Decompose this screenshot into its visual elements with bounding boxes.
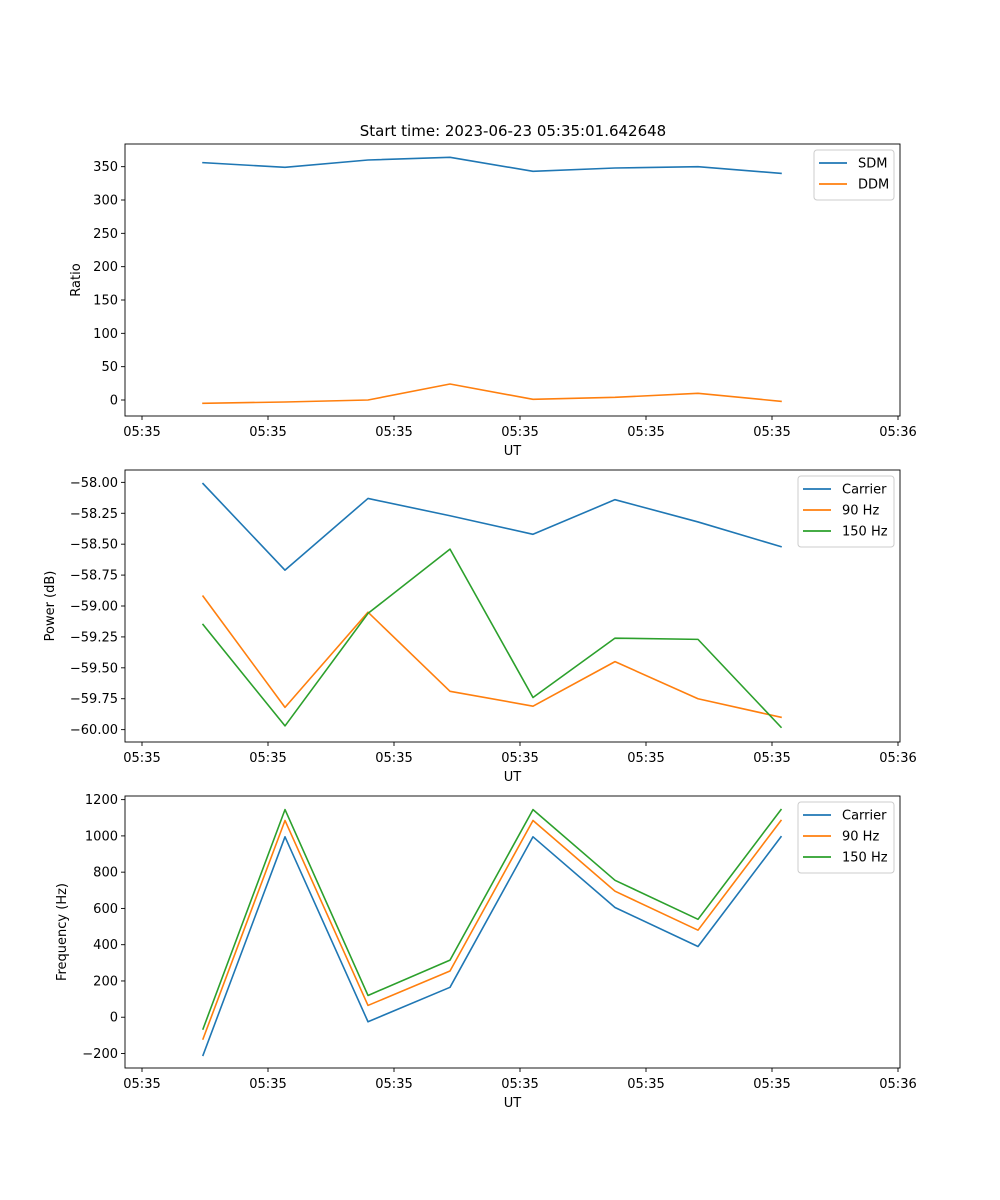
y-tick-label: −59.50 bbox=[70, 661, 118, 676]
y-tick-label: −200 bbox=[82, 1047, 118, 1062]
y-tick-label: 100 bbox=[93, 327, 118, 342]
y-tick-label: 600 bbox=[93, 902, 118, 917]
y-axis-label: Ratio bbox=[69, 263, 84, 296]
x-tick-label: 05:36 bbox=[879, 425, 916, 440]
x-axis-label: UT bbox=[504, 444, 522, 459]
legend-label: 150 Hz bbox=[842, 851, 888, 866]
y-tick-label: −58.25 bbox=[70, 507, 118, 522]
panel-2: 05:35 05:35 05:35 05:35 05:35 05:35 05:36 −60.0… bbox=[43, 469, 917, 785]
y-tick-label: −59.25 bbox=[70, 630, 118, 645]
y-tick-label: −58.50 bbox=[70, 538, 118, 553]
x-tick-label: 05:35 bbox=[753, 751, 790, 766]
figure-title: Start time: 2023-06-23 05:35:01.642648 bbox=[360, 122, 666, 140]
y-tick-label: 1200 bbox=[85, 793, 118, 808]
x-tick-label: 05:35 bbox=[627, 425, 664, 440]
x-tick-label: 05:35 bbox=[501, 751, 538, 766]
series-line-sdm bbox=[202, 156, 782, 175]
x-tick-label: 05:35 bbox=[501, 425, 538, 440]
x-tick-label: 05:35 bbox=[123, 1077, 160, 1092]
series-line-ddm bbox=[202, 383, 782, 405]
y-tick-label: 200 bbox=[93, 974, 118, 989]
x-tick-label: 05:35 bbox=[375, 1077, 412, 1092]
y-tick-label: 350 bbox=[93, 160, 118, 175]
y-tick-label: 50 bbox=[101, 360, 118, 375]
legend-label: Carrier bbox=[842, 809, 887, 824]
x-tick-label: 05:35 bbox=[501, 1077, 538, 1092]
legend: Carrier 90 Hz 150 Hz bbox=[797, 475, 895, 548]
legend-label: 150 Hz bbox=[842, 525, 888, 540]
legend: SDM DDM bbox=[813, 149, 895, 201]
plot-frame bbox=[124, 143, 901, 417]
y-tick-label: −58.00 bbox=[70, 476, 118, 491]
x-tick-label: 05:35 bbox=[249, 1077, 286, 1092]
legend-label: DDM bbox=[858, 178, 889, 193]
x-tick-label: 05:35 bbox=[375, 751, 412, 766]
panel-3: 05:35 05:35 05:35 05:35 05:35 05:35 05:36 −200 0… bbox=[55, 793, 917, 1111]
x-tick-label: 05:35 bbox=[123, 751, 160, 766]
x-tick-label: 05:36 bbox=[879, 1077, 916, 1092]
x-axis-label: UT bbox=[504, 1096, 522, 1111]
legend: Carrier 90 Hz 150 Hz bbox=[797, 801, 895, 874]
legend-label: 90 Hz bbox=[842, 830, 879, 845]
y-tick-label: 200 bbox=[93, 260, 118, 275]
series-line-90-hz bbox=[201, 819, 783, 1041]
x-tick-label: 05:35 bbox=[123, 425, 160, 440]
y-tick-label: 0 bbox=[110, 394, 118, 409]
x-tick-label: 05:35 bbox=[375, 425, 412, 440]
legend-box bbox=[797, 475, 895, 548]
x-tick-label: 05:35 bbox=[753, 425, 790, 440]
legend-label: SDM bbox=[858, 157, 887, 172]
x-tick-label: 05:36 bbox=[879, 751, 916, 766]
y-tick-label: 1000 bbox=[85, 829, 118, 844]
x-tick-label: 05:35 bbox=[753, 1077, 790, 1092]
legend-label: Carrier bbox=[842, 483, 887, 498]
y-tick-label: −59.75 bbox=[70, 692, 118, 707]
series-line-150-hz bbox=[201, 808, 783, 1031]
y-axis-label: Frequency (Hz) bbox=[55, 883, 70, 981]
panel-1: 05:35 05:35 05:35 05:35 05:35 05:35 05:36 0 50 10… bbox=[69, 143, 917, 459]
y-axis-label: Power (dB) bbox=[43, 571, 58, 642]
y-tick-label: −59.00 bbox=[70, 600, 118, 615]
y-tick-label: 300 bbox=[93, 194, 118, 209]
y-tick-label: 0 bbox=[110, 1011, 118, 1026]
x-tick-label: 05:35 bbox=[627, 1077, 664, 1092]
y-tick-label: −60.00 bbox=[70, 723, 118, 738]
legend-box bbox=[797, 801, 895, 874]
y-tick-label: −58.75 bbox=[70, 569, 118, 584]
plot-frame bbox=[124, 795, 901, 1069]
series-line-150-hz bbox=[201, 548, 783, 729]
series-line-90-hz bbox=[201, 594, 782, 719]
y-tick-label: 800 bbox=[93, 866, 118, 881]
x-tick-label: 05:35 bbox=[249, 751, 286, 766]
x-tick-label: 05:35 bbox=[627, 751, 664, 766]
x-tick-label: 05:35 bbox=[249, 425, 286, 440]
series-line-carrier bbox=[201, 835, 783, 1057]
y-tick-label: 250 bbox=[93, 227, 118, 242]
series-line-carrier bbox=[201, 482, 782, 571]
y-tick-label: 400 bbox=[93, 938, 118, 953]
y-tick-label: 150 bbox=[93, 294, 118, 309]
x-axis-label: UT bbox=[504, 770, 522, 785]
legend-label: 90 Hz bbox=[842, 504, 879, 519]
